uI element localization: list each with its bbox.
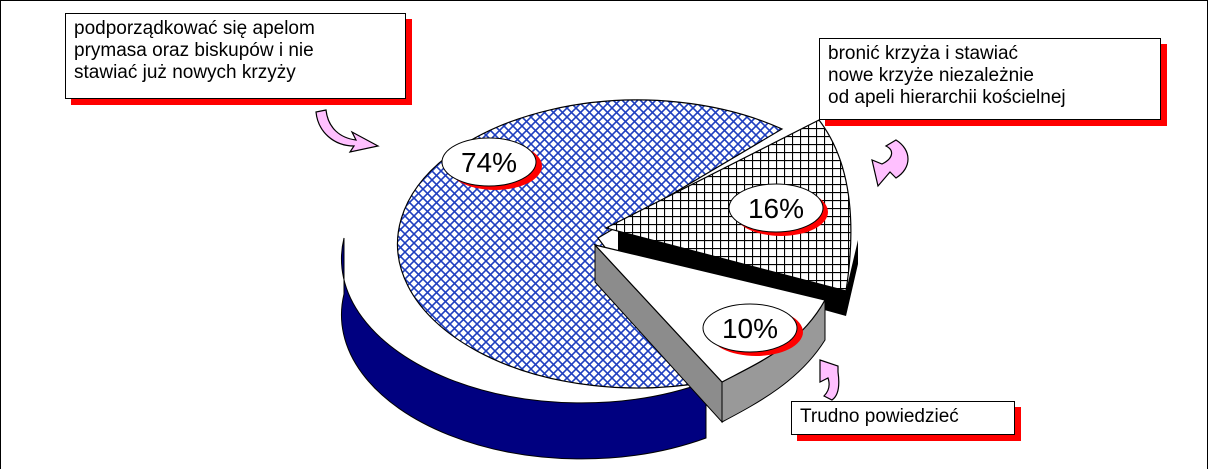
pct-label-16: 16% [728,183,828,236]
callout-arrow-74 [315,109,380,153]
callout-arrow-16 [871,139,909,188]
pct-text-10: 10% [722,313,778,344]
callout-74-line-3: stawiać już nowych krzyży [74,62,296,83]
callout-16-line-3: od apeli hierarchii kościelnej [828,87,1066,108]
callout-10-line-1: Trudno powiedzieć [800,406,959,427]
callout-16-line-2: nowe krzyże niezależnie [828,65,1034,86]
callout-16: bronić krzyża i stawiać nowe krzyże niez… [819,38,1161,120]
callout-arrow-10 [819,359,840,401]
callout-74-line-2: prymasa oraz biskupów i nie [74,40,314,61]
pct-text-74: 74% [461,147,517,178]
callout-16-line-1: bronić krzyża i stawiać [828,43,1019,64]
callout-10: Trudno powiedzieć [791,401,1015,435]
slice-16-side-right [846,240,858,316]
pct-label-10: 10% [702,303,803,356]
slice-74-side [340,237,707,460]
pct-label-74: 74% [441,137,542,190]
callout-74: podporządkować się apelom prymasa oraz b… [65,13,406,99]
pct-text-16: 16% [748,193,804,224]
slice-16-top [604,119,852,292]
callout-74-line-1: podporządkować się apelom [74,18,315,39]
